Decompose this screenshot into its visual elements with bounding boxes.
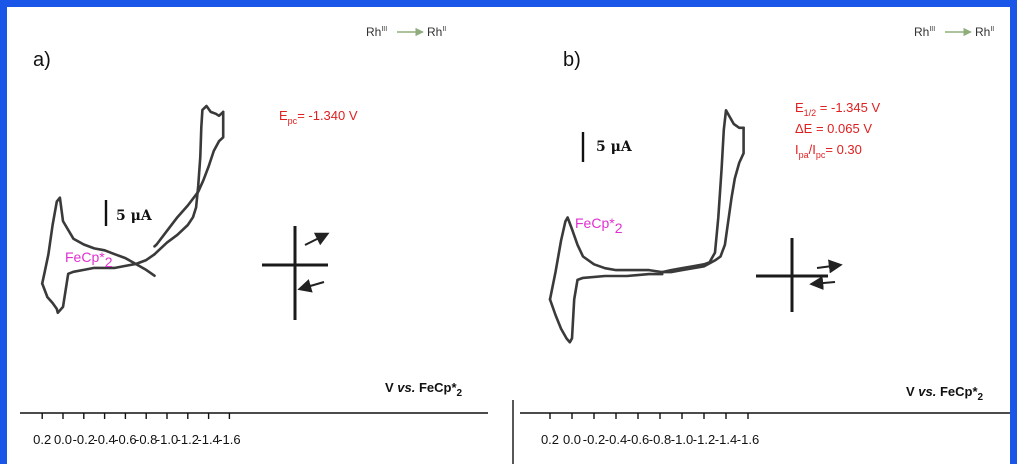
x-tick-label: -1.0: [671, 432, 693, 447]
cv-trace-reverse-scan: [548, 272, 664, 344]
redox-couple-label: RhIII: [366, 25, 387, 39]
cv-trace-forward-scan: [548, 216, 664, 301]
x-tick-label: -1.2: [693, 432, 715, 447]
x-tick-label: -0.2: [73, 432, 95, 447]
scan-direction-arrow: [297, 279, 325, 293]
x-tick-label: -0.8: [649, 432, 671, 447]
x-tick-label: 0.2: [541, 432, 559, 447]
panel-label: b): [563, 49, 581, 71]
cv-trace-cathodic-scan: [153, 104, 225, 256]
x-tick-label: 0.0: [54, 432, 72, 447]
cv-trace-anodic-return: [660, 126, 745, 274]
annotation-ipa-ipc: Ipa/Ipc= 0.30: [795, 142, 862, 160]
redox-couple-product: RhII: [427, 25, 446, 39]
current-scale-label: 5 μA: [116, 208, 153, 224]
x-tick-label: -0.6: [627, 432, 649, 447]
cv-trace-cathodic-scan: [660, 109, 745, 274]
cv-trace-anodic-return: [153, 110, 225, 248]
cv-trace-forward-scan: [40, 196, 156, 285]
annotation-e-half: E1/2 = -1.345 V: [795, 100, 880, 118]
x-tick-label: -1.6: [737, 432, 759, 447]
x-tick-label: -0.8: [135, 432, 157, 447]
x-axis-title: V vs. FeCp*2: [385, 380, 463, 399]
panel-b: 0.2 0.0 -0.2 -0.4 -0.6 -0.8 -1.0 -1.2 -1.4 -1.6 b)…: [520, 25, 1010, 447]
x-tick-label: 0.0: [563, 432, 581, 447]
cv-trace-reverse-scan: [40, 253, 156, 315]
current-scale-label: 5 μA: [596, 139, 633, 155]
redox-couple-label: RhIII: [914, 25, 935, 39]
scan-direction-arrow: [816, 259, 843, 274]
x-tick-label: -1.4: [197, 432, 219, 447]
scan-direction-arrow: [304, 232, 330, 246]
panel-a: 0.2 0.0 -0.2-0.4-0.6-0.8-1.0-1.2-1.4-1.6 a)…: [20, 25, 488, 447]
x-tick-label: -0.6: [114, 432, 136, 447]
x-tick-label: -0.2: [583, 432, 605, 447]
redox-couple-product: RhII: [975, 25, 994, 39]
x-tick-label: -0.4: [93, 432, 115, 447]
x-tick-label: -1.0: [156, 432, 178, 447]
annotation-delta-e: ΔE = 0.065 V: [795, 121, 872, 136]
x-tick-label: -1.4: [715, 432, 737, 447]
panel-label: a): [33, 49, 51, 71]
reference-peak-label: FeCp*2: [575, 215, 623, 236]
x-tick-label: -0.4: [605, 432, 627, 447]
x-axis-title: V vs. FeCp*2: [906, 384, 984, 403]
x-tick-label: -1.6: [218, 432, 240, 447]
reference-peak-label: FeCp*2: [65, 249, 113, 270]
scan-direction-arrow: [809, 276, 836, 291]
annotation-epc: Epc= -1.340 V: [279, 108, 358, 126]
x-tick-label: 0.2: [33, 432, 51, 447]
x-tick-label: -1.2: [177, 432, 199, 447]
